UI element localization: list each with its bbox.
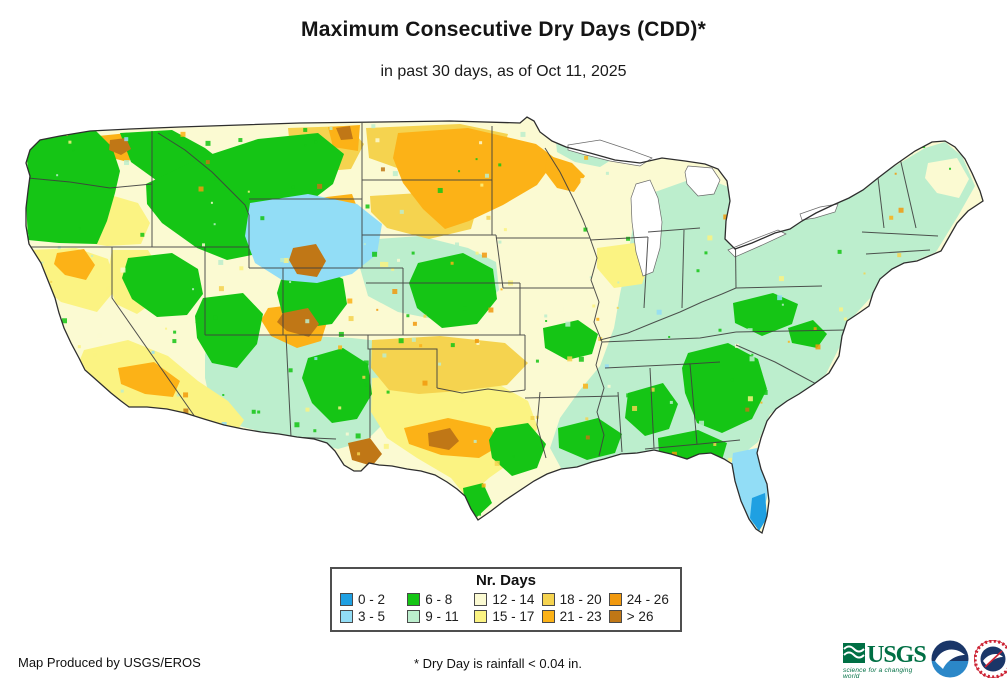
region-ks-ne-green — [409, 253, 497, 328]
legend-grid: 0 - 2 3 - 5 6 - 8 9 - 11 12 - 14 15 - 17 18 - … — [340, 592, 672, 624]
legend-swatch — [608, 610, 622, 623]
legend-item: 18 - 20 — [541, 592, 605, 607]
usgs-wave-icon — [843, 642, 865, 667]
region-me-paleyellow — [925, 158, 969, 198]
region-ok-txpan-gold — [371, 336, 528, 394]
lake-superior — [567, 139, 653, 167]
region-eut-brown — [289, 244, 326, 277]
dry-day-note: * Dry Day is rainfall < 0.04 in. — [414, 656, 582, 671]
region-pnw-green — [26, 130, 120, 244]
legend-item: 3 - 5 — [340, 609, 403, 624]
region-ctx-brown — [428, 428, 459, 450]
region-nemt-brown — [336, 126, 353, 140]
region-mi-mitten — [661, 178, 720, 268]
legend-item: 6 - 8 — [407, 592, 470, 607]
legend-swatch — [340, 610, 353, 623]
region-ozark-green — [543, 320, 598, 360]
great-lakes — [567, 139, 839, 277]
legend-label: 9 - 11 — [425, 609, 459, 624]
lake-huron — [684, 165, 721, 197]
legend-item: 12 - 14 — [474, 592, 537, 607]
legend-swatch — [541, 610, 555, 623]
region-setx-green — [489, 423, 546, 476]
page-subtitle: in past 30 days, as of Oct 11, 2025 — [380, 63, 627, 80]
region-sca-amber — [118, 362, 180, 397]
region-appalachia-green — [733, 293, 798, 336]
legend-label: 0 - 2 — [358, 592, 386, 607]
legend-label: 18 - 20 — [559, 592, 602, 607]
noaa-logo-icon — [931, 640, 969, 683]
map-credit: Map Produced by USGS/EROS — [18, 655, 201, 670]
legend-label: 15 - 17 — [492, 609, 535, 624]
region-nca-amber — [54, 249, 95, 280]
legend-label: > 26 — [626, 609, 654, 624]
legend-swatch — [340, 593, 353, 606]
region-la-green — [558, 418, 622, 460]
region-wny-green — [793, 193, 820, 210]
legend-swatch — [474, 593, 488, 606]
legend-swatch — [541, 593, 555, 606]
map-fill-regions — [26, 117, 983, 533]
nws-logo-icon — [973, 639, 1007, 683]
usgs-wordmark: USGS — [867, 641, 927, 668]
region-nwa-brown — [109, 138, 131, 155]
legend-item: 21 - 23 — [541, 609, 605, 624]
legend-title: Nr. Days — [475, 572, 537, 589]
legend-item: 0 - 2 — [340, 592, 403, 607]
legend-label: 12 - 14 — [492, 592, 535, 607]
region-nc-coast-green — [788, 320, 827, 348]
state-borders — [27, 123, 939, 459]
legend-item: > 26 — [608, 609, 672, 624]
region-seut-brown — [277, 308, 319, 337]
legend-swatch — [474, 610, 488, 623]
region-al-ms-green — [625, 383, 678, 436]
agency-logos: USGS science for a changing world — [843, 639, 1007, 683]
legend-swatch — [608, 593, 622, 606]
legend-label: 21 - 23 — [559, 609, 602, 624]
legend-label: 24 - 26 — [626, 592, 669, 607]
lake-erie — [727, 229, 787, 258]
legend-item: 9 - 11 — [407, 609, 470, 624]
region-nv-green — [122, 253, 203, 317]
lake-michigan — [630, 179, 663, 277]
region-nvut-green — [195, 293, 263, 368]
region-bigbend-brown — [348, 438, 382, 466]
region-mn-amber-wedge — [393, 128, 556, 229]
legend: Nr. Days 0 - 2 3 - 5 6 - 8 9 - 11 12 - 14 15 … — [330, 567, 682, 632]
region-sfl-blue — [750, 493, 767, 531]
conus-outline — [25, 116, 984, 535]
region-enm-green — [302, 348, 372, 423]
legend-swatch — [407, 610, 421, 623]
legend-label: 6 - 8 — [425, 592, 453, 607]
legend-label: 3 - 5 — [358, 609, 386, 624]
legend-item: 24 - 26 — [608, 592, 672, 607]
usgs-logo: USGS science for a changing world — [843, 641, 927, 681]
page-title: Maximum Consecutive Dry Days (CDD)* — [301, 18, 706, 41]
legend-swatch — [407, 593, 421, 606]
region-ut-wy-ltblue — [245, 194, 382, 283]
usgs-tagline: science for a changing world — [843, 666, 913, 680]
legend-item: 15 - 17 — [474, 609, 537, 624]
region-id-mt-green — [146, 133, 344, 260]
